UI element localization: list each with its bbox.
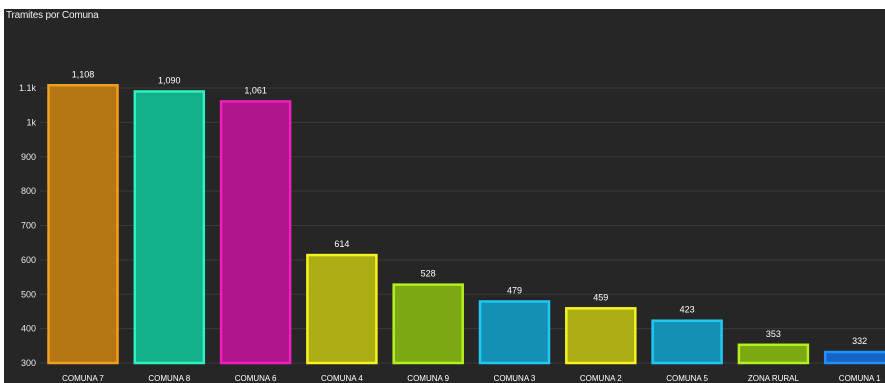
y-tick-label: 900 [21, 152, 36, 162]
x-tick-label: COMUNA 2 [580, 374, 622, 383]
data-label: 528 [421, 269, 436, 279]
x-tick-label: COMUNA 6 [235, 374, 277, 383]
y-tick-label: 700 [21, 221, 36, 231]
data-label: 459 [593, 292, 608, 302]
bar [651, 319, 723, 365]
bar [133, 90, 206, 365]
x-tick-label: COMUNA 7 [62, 374, 104, 383]
x-tick-label: COMUNA 1 [839, 374, 881, 383]
bar [823, 350, 885, 365]
bar [306, 253, 378, 365]
y-tick-label: 500 [21, 289, 36, 299]
data-label: 479 [507, 285, 522, 295]
x-tick-label: COMUNA 9 [407, 374, 449, 383]
y-tick-label: 600 [21, 255, 36, 265]
y-tick-label: 400 [21, 324, 36, 334]
x-tick-label: COMUNA 3 [494, 374, 536, 383]
x-tick-label: COMUNA 8 [148, 374, 190, 383]
y-tick-label: 300 [21, 358, 36, 368]
data-label: 423 [680, 305, 695, 315]
bar [392, 283, 464, 365]
data-label: 1,108 [72, 69, 95, 79]
data-label: 353 [766, 329, 781, 339]
bar [478, 300, 551, 365]
data-label: 1,090 [158, 75, 181, 85]
data-label: 1,061 [244, 85, 267, 95]
bar [565, 307, 637, 365]
y-tick-label: 1.1k [19, 83, 37, 93]
data-label: 614 [334, 239, 349, 249]
x-tick-label: COMUNA 4 [321, 374, 363, 383]
chart-title: Tramites por Comuna [6, 10, 99, 21]
bar [219, 100, 292, 365]
x-tick-label: ZONA RURAL [748, 374, 800, 383]
data-label: 332 [852, 336, 867, 346]
bar [737, 343, 810, 365]
y-tick-label: 1k [26, 117, 36, 127]
y-tick-label: 800 [21, 186, 36, 196]
bar [47, 84, 119, 365]
x-tick-label: COMUNA 5 [666, 374, 708, 383]
